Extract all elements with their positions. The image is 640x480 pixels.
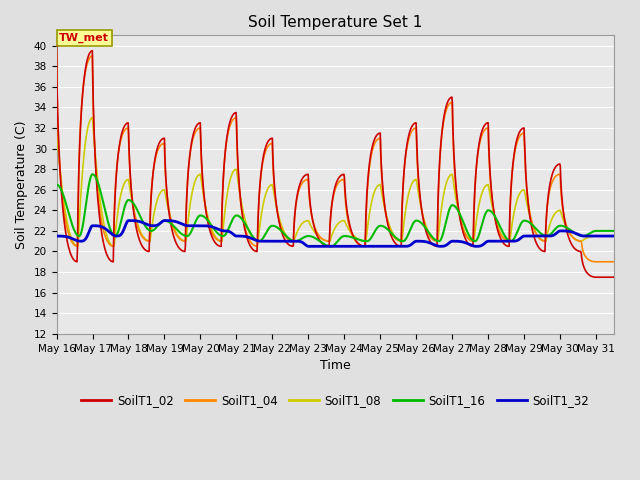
SoilT1_08 [127,195,135,201]
SoilT1_32 [52,233,60,239]
SoilT1_04 [593,259,600,264]
Legend: SoilT1_02, SoilT1_04, SoilT1_08, SoilT1_16, SoilT1_32: SoilT1_02, SoilT1_04, SoilT1_08, SoilT1_… [77,389,594,411]
SoilT1_04 [357,242,365,248]
SoilT1_02 [346,222,353,228]
SoilT1_16 [241,220,249,226]
SoilT1_02 [294,187,302,192]
SoilT1_32 [241,234,249,240]
SoilT1_32 [125,218,132,224]
SoilT1_16 [611,228,618,234]
SoilT1_04 [147,205,154,211]
SoilT1_32 [147,223,155,228]
SoilT1_08 [148,228,156,233]
SoilT1_02 [241,225,248,230]
SoilT1_04 [241,223,248,228]
SoilT1_02 [147,206,154,212]
Text: TW_met: TW_met [60,33,109,43]
SoilT1_32 [358,243,366,249]
SoilT1_32 [295,239,303,244]
SoilT1_08 [358,238,366,244]
SoilT1_16 [127,198,135,204]
SoilT1_02 [593,275,600,280]
SoilT1_02 [611,275,618,280]
SoilT1_02 [52,43,60,48]
SoilT1_16 [327,243,335,249]
Y-axis label: Soil Temperature (C): Soil Temperature (C) [15,120,28,249]
X-axis label: Time: Time [320,359,351,372]
SoilT1_16 [88,171,96,177]
SoilT1_32 [127,218,135,224]
SoilT1_04 [52,48,60,54]
SoilT1_08 [296,225,303,230]
Line: SoilT1_02: SoilT1_02 [56,46,614,277]
SoilT1_32 [611,233,618,239]
SoilT1_08 [347,229,355,235]
SoilT1_32 [305,243,312,249]
SoilT1_16 [147,228,155,234]
SoilT1_08 [74,243,82,249]
SoilT1_08 [88,115,96,120]
SoilT1_02 [357,242,365,248]
SoilT1_16 [52,182,60,188]
SoilT1_16 [347,234,355,240]
SoilT1_02 [127,176,134,181]
Line: SoilT1_16: SoilT1_16 [56,174,614,246]
SoilT1_08 [52,125,60,131]
SoilT1_16 [295,237,303,243]
Line: SoilT1_04: SoilT1_04 [56,51,614,262]
Line: SoilT1_08: SoilT1_08 [56,118,614,246]
SoilT1_08 [611,233,618,239]
SoilT1_08 [241,218,249,224]
SoilT1_32 [347,243,355,249]
Title: Soil Temperature Set 1: Soil Temperature Set 1 [248,15,422,30]
SoilT1_04 [611,259,618,264]
SoilT1_04 [127,178,134,183]
SoilT1_04 [346,225,353,230]
SoilT1_16 [358,238,366,243]
Line: SoilT1_32: SoilT1_32 [56,221,614,246]
SoilT1_04 [294,189,302,195]
